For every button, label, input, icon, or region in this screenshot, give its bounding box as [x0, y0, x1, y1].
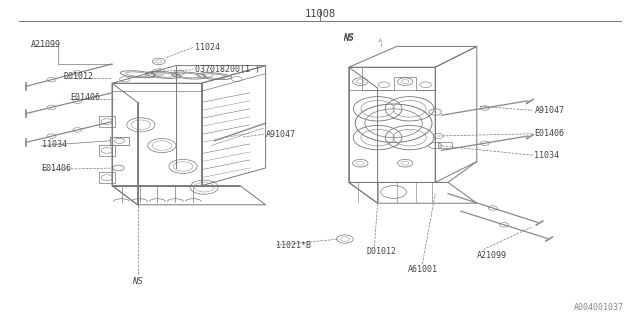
Text: NS: NS [344, 33, 354, 42]
Bar [438, 142, 452, 148]
Bar [99, 145, 115, 156]
Text: 11008: 11008 [305, 9, 335, 19]
Text: A21099: A21099 [31, 40, 61, 49]
Text: 11024: 11024 [195, 43, 220, 52]
Text: D01012: D01012 [64, 72, 94, 81]
Text: A004001037: A004001037 [574, 303, 624, 312]
Text: 11021*B: 11021*B [276, 241, 312, 250]
Text: NS: NS [132, 277, 143, 286]
Text: 11034: 11034 [42, 140, 67, 149]
Text: A91047: A91047 [534, 106, 564, 115]
Text: A21099: A21099 [477, 251, 507, 260]
Text: E01406: E01406 [42, 164, 72, 173]
Bar [99, 116, 115, 127]
Text: A91047: A91047 [266, 130, 296, 139]
Text: E01406: E01406 [534, 129, 564, 138]
Text: D01012: D01012 [366, 247, 396, 256]
Text: A61001: A61001 [408, 265, 438, 274]
Text: 037018200(1 ): 037018200(1 ) [195, 65, 260, 74]
Bar [99, 172, 115, 183]
Text: E01406: E01406 [70, 93, 100, 102]
Text: 11034: 11034 [534, 151, 559, 160]
Text: NS: NS [344, 34, 354, 43]
Bar [110, 137, 129, 145]
